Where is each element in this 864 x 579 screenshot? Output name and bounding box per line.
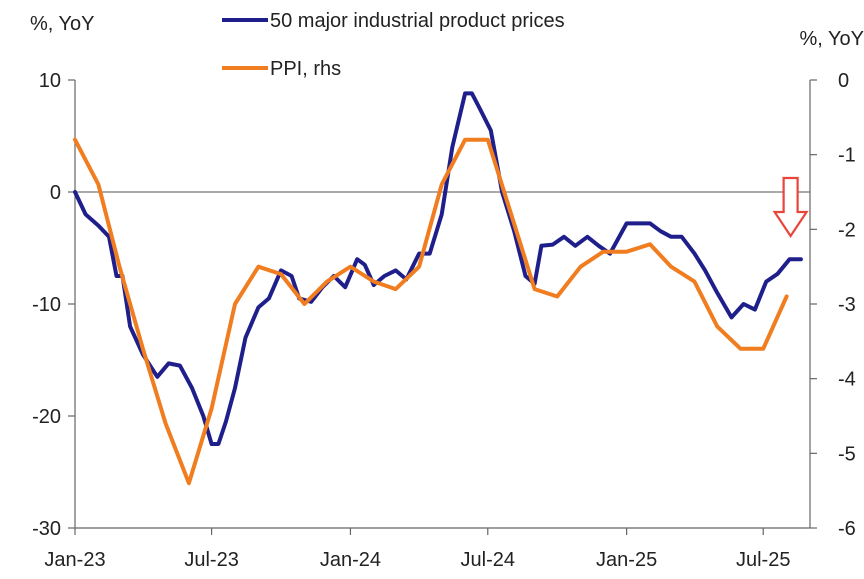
left-axis-unit-label: %, YoY xyxy=(30,13,95,35)
right-tick-label: -2 xyxy=(838,219,856,241)
x-tick-label: Jan-25 xyxy=(596,549,657,571)
legend-label-ppi: PPI, rhs xyxy=(270,58,341,80)
series-layer xyxy=(73,91,803,486)
x-tick-label: Jul-23 xyxy=(184,549,238,571)
x-tick-label: Jul-24 xyxy=(461,549,515,571)
series-line-ppi xyxy=(73,137,789,486)
series-line-industrial-prices xyxy=(73,91,803,446)
right-tick-label: -4 xyxy=(838,369,856,391)
left-tick-label: -30 xyxy=(32,518,61,540)
left-tick-label: -20 xyxy=(32,406,61,428)
right-tick-label: -3 xyxy=(838,294,856,316)
left-tick-label: 10 xyxy=(39,70,61,92)
right-tick-label: -5 xyxy=(838,443,856,465)
left-tick-label: -10 xyxy=(32,294,61,316)
axes: 10 0 -10 -20 -30 0 -1 -2 -3 -4 -5 -6 Jan-23 Jul-23 Jan… xyxy=(32,70,856,571)
x-tick-label: Jan-24 xyxy=(320,549,381,571)
right-tick-label: -1 xyxy=(838,145,856,167)
legend-label-industrial-prices: 50 major industrial product prices xyxy=(270,10,565,32)
right-tick-label: 0 xyxy=(838,70,849,92)
left-tick-label: 0 xyxy=(50,182,61,204)
right-axis-unit-label: %, YoY xyxy=(799,28,864,50)
annotation-layer xyxy=(772,176,809,238)
x-tick-label: Jul-25 xyxy=(736,549,790,571)
legend: 50 major industrial product prices PPI, … xyxy=(222,10,565,80)
x-tick-label: Jan-23 xyxy=(44,549,105,571)
down-arrow-icon xyxy=(772,176,809,238)
right-tick-label: -6 xyxy=(838,518,856,540)
